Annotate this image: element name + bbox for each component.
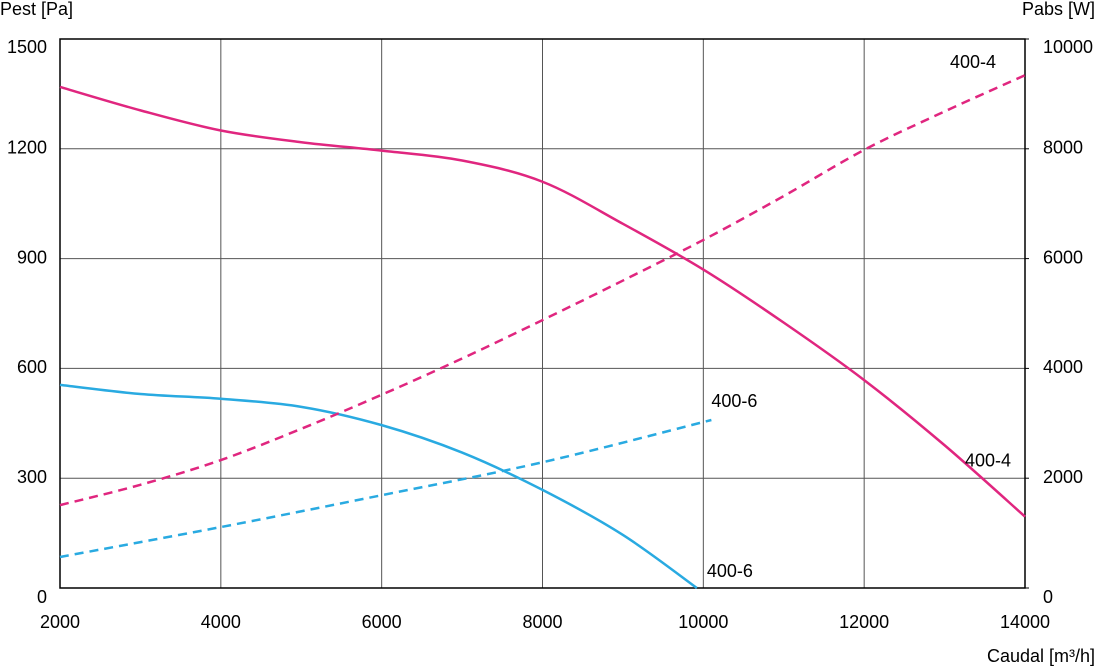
series-label: 400-6 [707, 561, 753, 581]
x-tick-label: 2000 [40, 612, 80, 632]
y-tick-label: 600 [17, 357, 47, 377]
y2-tick-label: 10000 [1043, 37, 1093, 57]
y2-tick-label: 8000 [1043, 138, 1083, 158]
y2-tick-label: 0 [1043, 587, 1053, 607]
series-label: 400-6 [711, 391, 757, 411]
y2-axis-title: Pabs [W] [1022, 0, 1095, 19]
y-tick-label: 300 [17, 467, 47, 487]
y-axis-title: Pest [Pa] [0, 0, 73, 19]
x-tick-label: 8000 [522, 612, 562, 632]
series-label: 400-4 [950, 52, 996, 72]
y2-tick-label: 4000 [1043, 357, 1083, 377]
y-tick-label: 1200 [7, 138, 47, 158]
x-tick-label: 14000 [1000, 612, 1050, 632]
x-tick-label: 12000 [839, 612, 889, 632]
x-tick-label: 4000 [201, 612, 241, 632]
x-tick-label: 10000 [678, 612, 728, 632]
y2-tick-label: 6000 [1043, 247, 1083, 267]
plot-frame [59, 38, 1026, 589]
x-axis-title: Caudal [m³/h] [987, 646, 1095, 666]
y2-tick-label: 2000 [1043, 467, 1083, 487]
line-series [59, 383, 698, 590]
series-label: 400-4 [965, 450, 1011, 470]
line-series [59, 418, 712, 559]
y-tick-label: 0 [37, 587, 47, 607]
x-tick-label: 6000 [362, 612, 402, 632]
y-tick-label: 1500 [7, 37, 47, 57]
line-series [59, 74, 1026, 507]
line-series [59, 85, 1026, 518]
y-tick-label: 900 [17, 247, 47, 267]
